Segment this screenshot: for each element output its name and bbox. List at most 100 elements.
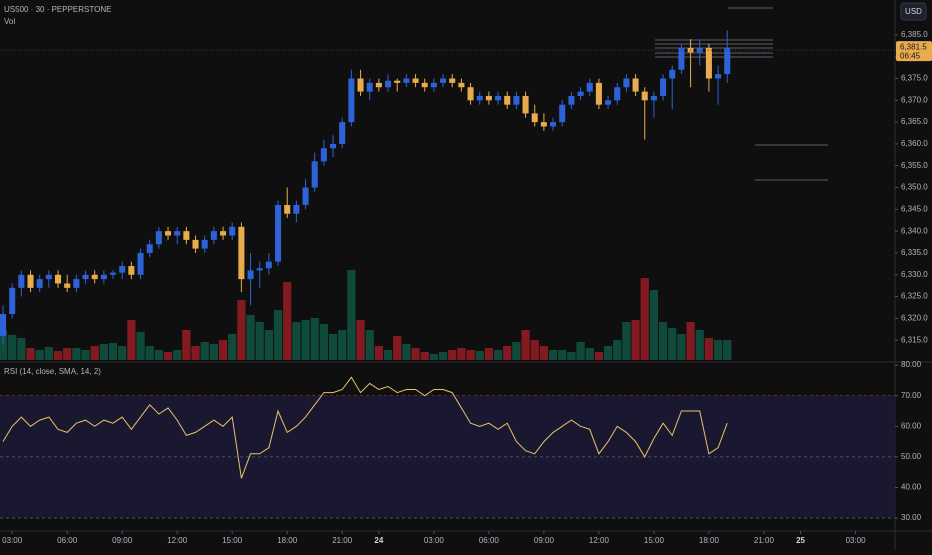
candle-body — [568, 95, 575, 105]
rsi-tick-label: 60.00 — [901, 421, 922, 430]
candle-body — [110, 272, 117, 275]
rsi-tick-label: 40.00 — [901, 483, 922, 492]
volume-bar — [475, 351, 484, 360]
volume-bar — [264, 330, 274, 360]
y-tick-label: 6,385.0 — [901, 30, 928, 39]
currency-button[interactable] — [900, 2, 927, 21]
y-tick-label: 6,340.0 — [901, 226, 928, 235]
volume-bar — [484, 348, 494, 360]
candle-body — [458, 82, 465, 88]
volume-bar — [365, 330, 374, 360]
volume-bar — [512, 342, 521, 360]
countdown-label: 06:45 — [900, 51, 921, 60]
volume-bar — [613, 340, 622, 360]
candle-body — [293, 204, 300, 214]
candle-body — [330, 143, 337, 149]
candle-body — [119, 266, 126, 273]
volume-bar — [420, 352, 429, 360]
volume-bar — [338, 330, 347, 360]
x-tick-label: 09:00 — [112, 536, 133, 545]
candle-body — [715, 74, 722, 79]
volume-bar — [723, 340, 732, 360]
candle-body — [559, 104, 566, 123]
volume-bar — [26, 348, 35, 360]
candle-body — [339, 122, 346, 144]
volume-bar — [90, 346, 99, 360]
y-tick-label: 6,315.0 — [901, 335, 928, 344]
candle-body — [256, 268, 263, 271]
x-tick-label: 03:00 — [2, 536, 23, 545]
candle-body — [705, 47, 712, 79]
currency-label[interactable]: USD — [905, 7, 922, 16]
volume-bar — [429, 354, 439, 360]
candle-body — [45, 274, 52, 280]
candle-body — [650, 95, 657, 101]
candle-body — [531, 113, 538, 123]
candle-body — [412, 78, 419, 83]
x-tick-label: 03:00 — [424, 536, 445, 545]
candle-body — [366, 82, 373, 92]
volume-bar — [658, 322, 668, 360]
candle-body — [210, 231, 217, 240]
volume-bar — [154, 350, 163, 360]
candle-body — [495, 95, 502, 101]
volume-bar — [145, 346, 154, 360]
volume-bar — [503, 346, 512, 360]
volume-bar — [585, 348, 594, 360]
candle-body — [678, 47, 685, 70]
volume-bar — [283, 282, 292, 360]
candle-body — [146, 244, 153, 253]
volume-bar — [347, 270, 356, 360]
x-tick-label: 21:00 — [332, 536, 353, 545]
volume-bar — [118, 346, 127, 360]
candle-body — [0, 314, 7, 336]
rsi-tick-label: 50.00 — [901, 452, 922, 461]
candle-body — [265, 261, 272, 269]
candle-body — [155, 231, 162, 245]
volume-bar — [668, 328, 677, 360]
y-tick-label: 6,350.0 — [901, 183, 928, 192]
volume-bar — [209, 344, 218, 360]
volume-label: Vol — [4, 17, 15, 26]
last-price-label: 6,381.5 — [900, 42, 927, 51]
volume-bar — [402, 344, 411, 360]
y-tick-label: 6,345.0 — [901, 204, 928, 213]
candle-body — [375, 82, 382, 88]
candle-body — [183, 231, 190, 240]
candle-body — [18, 274, 25, 288]
volume-bar — [594, 352, 604, 360]
candle-body — [311, 161, 318, 188]
volume-bar — [686, 322, 695, 360]
y-tick-label: 6,360.0 — [901, 139, 928, 148]
volume-bar — [0, 330, 8, 360]
x-tick-label: 06:00 — [479, 536, 500, 545]
candle-body — [485, 95, 492, 101]
volume-bar — [521, 330, 530, 360]
volume-bar — [530, 340, 539, 360]
volume-bar — [411, 348, 420, 360]
y-tick-label: 6,375.0 — [901, 74, 928, 83]
rsi-tick-label: 70.00 — [901, 391, 922, 400]
candle-body — [467, 87, 474, 101]
volume-bar — [81, 350, 90, 360]
y-tick-label: 6,365.0 — [901, 117, 928, 126]
candle-body — [632, 78, 639, 92]
volume-bar — [246, 315, 255, 360]
candle-body — [614, 87, 621, 101]
volume-bar — [8, 335, 17, 360]
candle-body — [513, 95, 520, 105]
y-tick-label: 6,330.0 — [901, 270, 928, 279]
volume-bar — [99, 344, 108, 360]
volume-bar — [704, 338, 714, 360]
candle-body — [348, 78, 355, 123]
candle-body — [220, 231, 227, 236]
x-tick-label: 24 — [374, 536, 383, 545]
x-tick-label: 18:00 — [277, 536, 298, 545]
candle-body — [229, 226, 236, 236]
candle-body — [174, 231, 181, 236]
x-tick-label: 18:00 — [699, 536, 720, 545]
volume-bar — [328, 334, 338, 360]
last-price-box — [896, 41, 932, 62]
candle-body — [522, 95, 529, 114]
